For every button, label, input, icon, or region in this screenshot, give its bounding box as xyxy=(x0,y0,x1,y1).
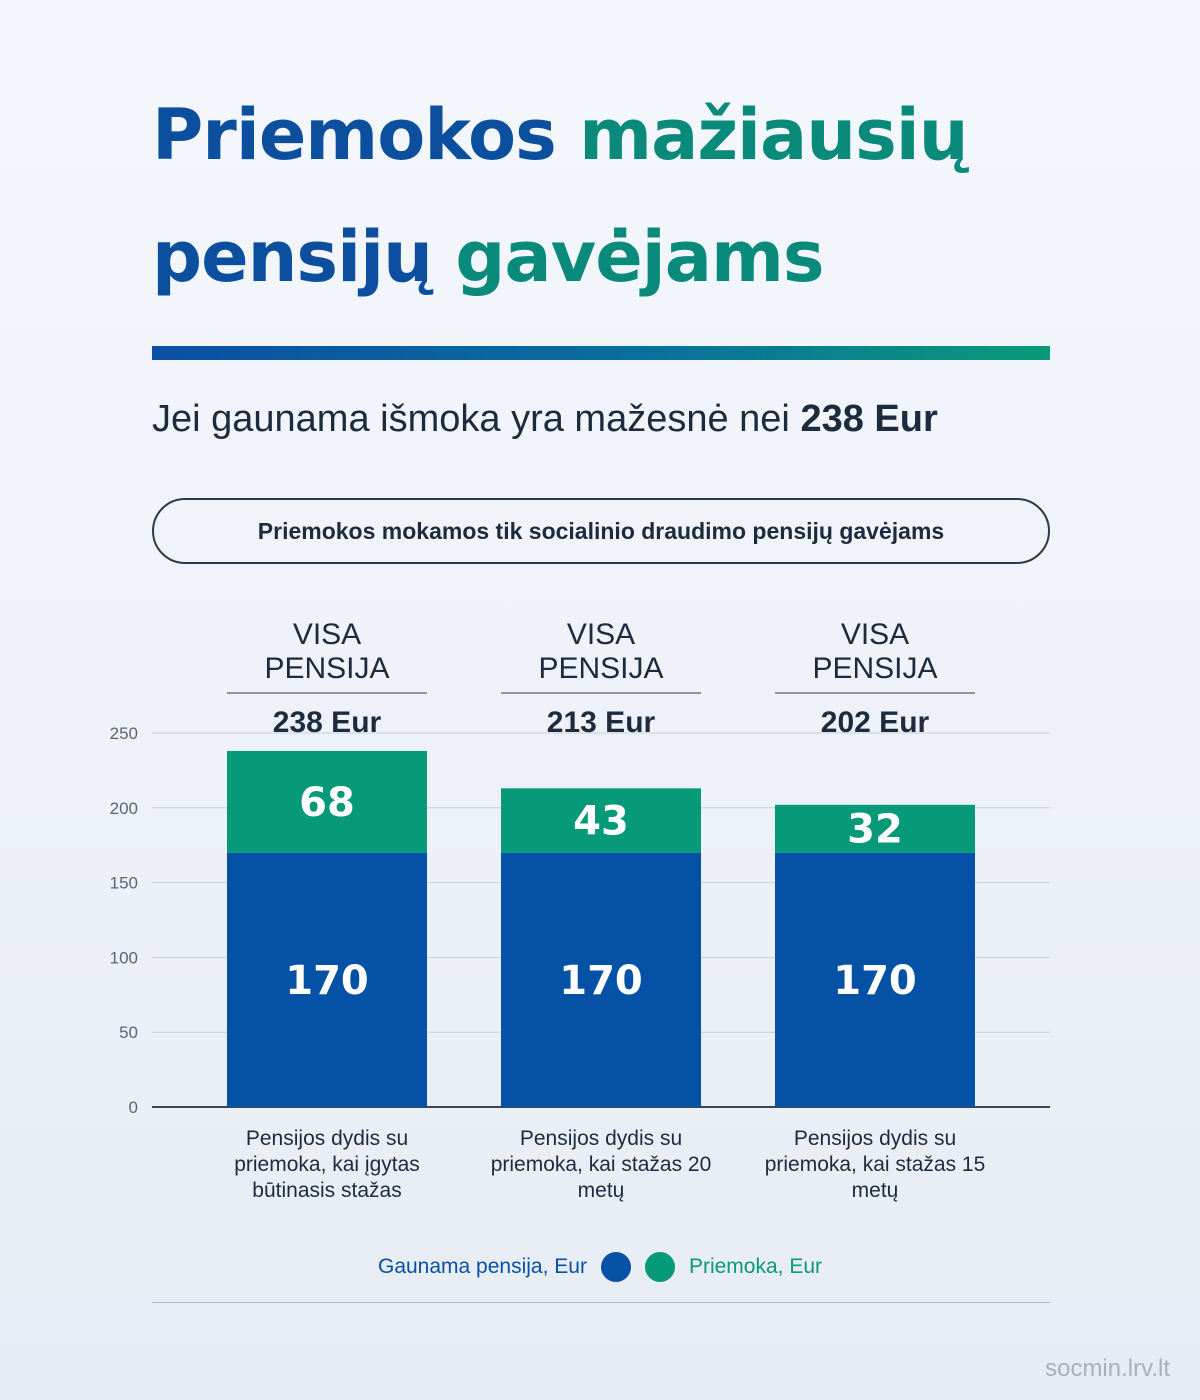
legend-supplement-swatch xyxy=(644,1252,675,1282)
note-pill: Priemokos mokamos tik socialinio draudim… xyxy=(152,498,1050,564)
bar-supplement xyxy=(775,804,975,853)
category-label-2: Pensijos dydis su priemoka, kai stažas 2… xyxy=(490,1127,712,1202)
footer-url: socmin.lrv.lt xyxy=(1045,1355,1170,1382)
column-header-3: VISA PENSIJA 202 Eur xyxy=(775,618,975,740)
bar-pension xyxy=(501,852,701,1107)
chart-legend: Gaunama pensija, Eur Priemoka, Eur xyxy=(0,1252,1200,1282)
column-header-label: VISA PENSIJA xyxy=(501,618,701,694)
y-tick-label: 0 xyxy=(129,1098,138,1117)
column-header-label: VISA PENSIJA xyxy=(775,618,975,694)
bar-supplement xyxy=(227,750,427,853)
bar-pension xyxy=(775,852,975,1107)
title-word-2: mažiausių xyxy=(579,94,968,176)
y-tick-label: 200 xyxy=(110,799,138,818)
note-text: Priemokos mokamos tik socialinio draudim… xyxy=(257,517,945,544)
bar-supplement xyxy=(501,788,701,853)
column-header-2: VISA PENSIJA 213 Eur xyxy=(501,618,701,740)
legend-pension-swatch xyxy=(600,1252,631,1282)
title-word-1: Priemokos xyxy=(152,94,557,176)
subtitle-text: Jei gaunama išmoka yra mažesnė nei xyxy=(152,398,790,440)
bar-value-label: 170 xyxy=(833,958,917,1004)
category-label-1: Pensijos dydis su priemoka, kai įgytas b… xyxy=(234,1127,420,1202)
bar-value-label: 170 xyxy=(559,958,643,1004)
title-line-2: pensijų gavėjams xyxy=(152,222,825,292)
bottom-divider xyxy=(152,1302,1050,1303)
legend-supplement-label: Priemoka, Eur xyxy=(688,1255,822,1278)
category-label-3: Pensijos dydis su priemoka, kai stažas 1… xyxy=(764,1127,986,1202)
subtitle: Jei gaunama išmoka yra mažesnė nei 238 E… xyxy=(152,398,938,441)
bar-value-label: 68 xyxy=(299,780,355,826)
title-word-3: pensijų xyxy=(152,216,433,298)
bar-value-label: 43 xyxy=(573,799,629,845)
bar-value-label: 32 xyxy=(847,807,903,853)
column-header-label: VISA PENSIJA xyxy=(227,618,427,694)
y-tick-label: 150 xyxy=(110,874,138,893)
y-tick-label: 100 xyxy=(110,948,138,967)
y-tick-label: 50 xyxy=(119,1023,138,1042)
title-underline-bar xyxy=(152,346,1050,360)
legend-pension-label: Gaunama pensija, Eur xyxy=(377,1255,587,1278)
bar-pension xyxy=(227,852,427,1107)
bar-value-label: 170 xyxy=(285,958,369,1004)
title-word-4: gavėjams xyxy=(455,216,824,298)
title-line-1: Priemokos mažiausių xyxy=(152,100,969,170)
y-tick-label: 250 xyxy=(110,724,138,743)
subtitle-bold: 238 Eur xyxy=(800,398,938,440)
